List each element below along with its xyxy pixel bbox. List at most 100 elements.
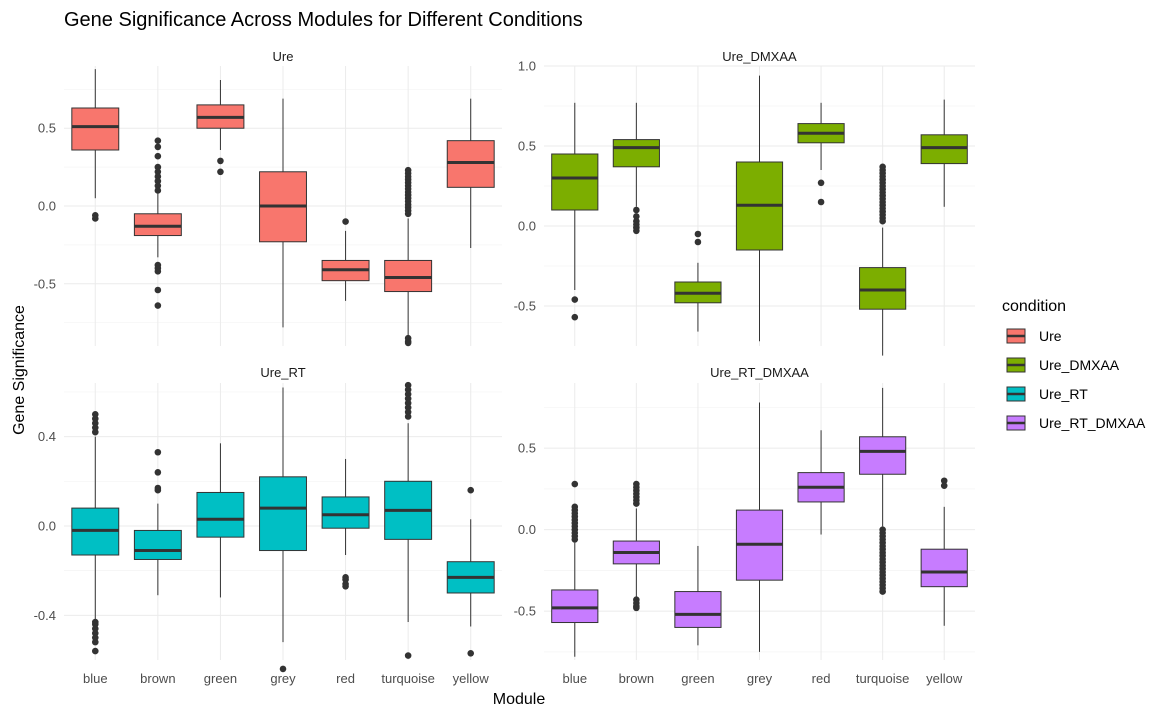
box-grey — [259, 98, 307, 328]
box-grey — [735, 402, 784, 652]
box-brown — [612, 102, 660, 235]
legend-entry-ure-dmxaa: Ure_DMXAA — [1004, 354, 1120, 376]
box-turquoise — [859, 163, 907, 356]
chart-title: Gene Significance Across Modules for Dif… — [64, 9, 583, 31]
y-tick-label: 0.5 — [518, 139, 536, 154]
x-tick-label: red — [812, 671, 831, 686]
outlier-point — [817, 198, 825, 206]
box-turquoise — [384, 381, 433, 659]
box-iqr — [612, 139, 660, 168]
y-tick-label: -0.4 — [34, 608, 56, 623]
x-axis-title: Module — [493, 691, 546, 708]
outlier-point — [404, 210, 412, 218]
y-tick-label: 0.0 — [518, 522, 536, 537]
legend-label: Ure — [1039, 328, 1062, 344]
x-tick-label: grey — [747, 671, 773, 686]
box-red — [797, 102, 845, 206]
outlier-point — [91, 638, 99, 646]
box-iqr — [859, 436, 907, 475]
x-tick-label: blue — [562, 671, 587, 686]
outlier-point — [154, 152, 162, 160]
outlier-point — [342, 582, 349, 590]
facet-label: Ure_DMXAA — [722, 49, 797, 64]
legend-label: Ure_DMXAA — [1039, 357, 1120, 373]
outlier-point — [154, 469, 162, 476]
outlier-point — [154, 168, 162, 176]
panels: -0.5 0.0 0.5 Ure -0.5 0.0 0.5 1.0 Ure_DMXAA -0.4 0… — [34, 49, 975, 686]
box-turquoise — [384, 166, 433, 347]
outlier-point — [154, 173, 162, 180]
box-brown — [133, 137, 182, 309]
outlier-point — [633, 500, 640, 507]
outlier-point — [633, 213, 640, 220]
outlier-point — [571, 296, 579, 303]
box-grey — [259, 387, 307, 673]
box-green — [674, 545, 722, 646]
outlier-point — [154, 302, 162, 309]
legend-entry-ure-rt: Ure_RT — [1004, 383, 1088, 405]
outlier-point — [342, 218, 349, 225]
legend-entry-ure-rt-dmxaa: Ure_RT_DMXAA — [1004, 412, 1146, 434]
box-yellow — [920, 99, 968, 207]
box-iqr — [551, 153, 599, 211]
outlier-point — [91, 647, 99, 655]
outlier-point — [571, 536, 579, 543]
box-blue — [551, 480, 599, 657]
box-iqr — [674, 591, 722, 628]
outlier-point — [571, 313, 579, 321]
panel-ure: -0.5 0.0 0.5 Ure — [34, 49, 502, 347]
x-tick-label: grey — [270, 671, 296, 686]
x-tick-label: turquoise — [381, 671, 434, 686]
outlier-point — [879, 588, 886, 595]
box-iqr — [920, 548, 968, 588]
outlier-point — [217, 168, 224, 176]
box-iqr — [384, 259, 433, 293]
outlier-point — [404, 339, 412, 347]
box-turquoise — [859, 387, 907, 595]
outlier-point — [467, 649, 475, 657]
box-iqr — [133, 213, 182, 237]
outlier-point — [633, 604, 640, 612]
legend: condition Ure Ure_DMXAA Ure_RT Ure_RT_DMXAA — [1002, 298, 1146, 434]
box-iqr — [259, 476, 307, 552]
facet-label: Ure_RT_DMXAA — [710, 365, 809, 380]
outlier-point — [633, 206, 640, 214]
box-iqr — [196, 491, 245, 538]
outlier-point — [154, 143, 162, 151]
box-green — [674, 230, 722, 332]
outlier-point — [91, 428, 99, 436]
outlier-point — [154, 137, 162, 144]
legend-label: Ure_RT — [1039, 386, 1088, 402]
y-tick-label: 0.0 — [38, 518, 56, 533]
box-yellow — [920, 477, 968, 626]
x-tick-label: turquoise — [856, 671, 909, 686]
outlier-point — [154, 187, 162, 194]
box-green — [196, 80, 245, 176]
box-iqr — [133, 529, 182, 560]
box-green — [196, 443, 245, 598]
box-blue — [551, 102, 599, 321]
x-tick-label: green — [681, 671, 714, 686]
box-red — [321, 218, 370, 301]
outlier-point — [279, 665, 287, 673]
box-yellow — [446, 486, 495, 657]
x-tick-label: red — [336, 671, 355, 686]
box-brown — [612, 480, 660, 612]
box-blue — [71, 410, 120, 655]
outlier-point — [154, 268, 162, 275]
box-red — [321, 458, 370, 590]
box-yellow — [446, 98, 495, 248]
y-tick-label: 1.0 — [518, 59, 536, 74]
outlier-point — [940, 482, 948, 489]
x-tick-label: yellow — [926, 671, 963, 686]
panel-ure-dmxaa: -0.5 0.0 0.5 1.0 Ure_DMXAA — [514, 49, 975, 356]
box-iqr — [859, 267, 907, 310]
outlier-point — [694, 230, 702, 238]
facet-label: Ure_RT — [260, 365, 305, 380]
outlier-point — [154, 286, 162, 294]
y-tick-label: 0.5 — [38, 121, 56, 136]
y-tick-label: -0.5 — [514, 299, 536, 314]
x-tick-label: brown — [140, 671, 175, 686]
